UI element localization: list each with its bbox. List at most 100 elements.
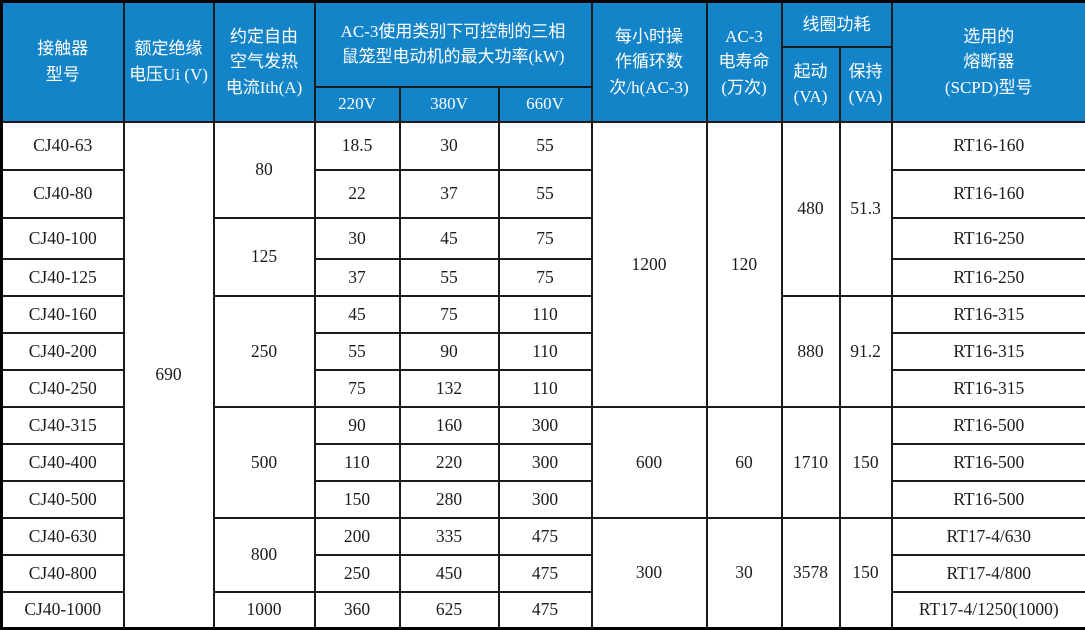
power-220-cell: 150 — [315, 481, 400, 518]
header-fuse-model: 选用的 熔断器 (SCPD)型号 — [892, 2, 1085, 122]
model-cell: CJ40-315 — [2, 407, 124, 444]
model-cell: CJ40-125 — [2, 259, 124, 296]
header-220v: 220V — [315, 87, 400, 122]
power-380-cell: 160 — [400, 407, 499, 444]
power-660-cell: 475 — [499, 555, 592, 592]
power-660-cell: 475 — [499, 592, 592, 629]
voltage-span-cell: 690 — [124, 122, 214, 629]
power-380-cell: 30 — [400, 122, 499, 170]
model-cell: CJ40-250 — [2, 370, 124, 407]
coil-start-span-cell: 3578 — [782, 518, 840, 629]
header-cycles-per-hour: 每小时操 作循环数 次/h(AC-3) — [592, 2, 707, 122]
header-660v: 660V — [499, 87, 592, 122]
power-660-cell: 300 — [499, 407, 592, 444]
fuse-cell: RT16-160 — [892, 170, 1085, 218]
power-660-cell: 110 — [499, 370, 592, 407]
power-220-cell: 18.5 — [315, 122, 400, 170]
table-row: CJ40-63 690 80 18.5 30 55 1200 120 480 5… — [2, 122, 1085, 170]
life-span-cell: 120 — [707, 122, 782, 407]
model-cell: CJ40-800 — [2, 555, 124, 592]
power-660-cell: 300 — [499, 444, 592, 481]
power-220-cell: 75 — [315, 370, 400, 407]
fuse-cell: RT16-315 — [892, 333, 1085, 370]
fuse-cell: RT16-500 — [892, 407, 1085, 444]
power-660-cell: 110 — [499, 296, 592, 333]
power-220-cell: 90 — [315, 407, 400, 444]
coil-start-span-cell: 1710 — [782, 407, 840, 518]
power-220-cell: 30 — [315, 218, 400, 259]
power-660-cell: 475 — [499, 518, 592, 555]
power-220-cell: 110 — [315, 444, 400, 481]
model-cell: CJ40-160 — [2, 296, 124, 333]
power-220-cell: 250 — [315, 555, 400, 592]
cycles-span-cell: 300 — [592, 518, 707, 629]
header-coil-start-va: 起动 (VA) — [782, 47, 840, 122]
model-cell: CJ40-400 — [2, 444, 124, 481]
power-380-cell: 55 — [400, 259, 499, 296]
ith-span-cell: 500 — [214, 407, 315, 518]
fuse-cell: RT16-250 — [892, 259, 1085, 296]
fuse-cell: RT17-4/1250(1000) — [892, 592, 1085, 629]
fuse-cell: RT16-500 — [892, 481, 1085, 518]
header-electrical-life: AC-3 电寿命 (万次) — [707, 2, 782, 122]
model-cell: CJ40-63 — [2, 122, 124, 170]
header-contactor-model: 接触器 型号 — [2, 2, 124, 122]
power-660-cell: 110 — [499, 333, 592, 370]
power-220-cell: 37 — [315, 259, 400, 296]
power-660-cell: 75 — [499, 218, 592, 259]
header-max-motor-power: AC-3使用类别下可控制的三相 鼠笼型电动机的最大功率(kW) — [315, 2, 592, 87]
header-380v: 380V — [400, 87, 499, 122]
coil-start-span-cell: 880 — [782, 296, 840, 407]
fuse-cell: RT16-315 — [892, 296, 1085, 333]
model-cell: CJ40-200 — [2, 333, 124, 370]
coil-hold-span-cell: 150 — [840, 518, 892, 629]
ith-span-cell: 250 — [214, 296, 315, 407]
power-380-cell: 132 — [400, 370, 499, 407]
power-380-cell: 45 — [400, 218, 499, 259]
coil-hold-span-cell: 91.2 — [840, 296, 892, 407]
power-660-cell: 55 — [499, 122, 592, 170]
fuse-cell: RT16-250 — [892, 218, 1085, 259]
power-380-cell: 450 — [400, 555, 499, 592]
power-220-cell: 22 — [315, 170, 400, 218]
coil-start-span-cell: 480 — [782, 122, 840, 296]
coil-hold-span-cell: 51.3 — [840, 122, 892, 296]
header-coil-hold-va: 保持 (VA) — [840, 47, 892, 122]
life-span-cell: 30 — [707, 518, 782, 629]
power-660-cell: 75 — [499, 259, 592, 296]
fuse-cell: RT16-160 — [892, 122, 1085, 170]
model-cell: CJ40-500 — [2, 481, 124, 518]
power-220-cell: 45 — [315, 296, 400, 333]
power-380-cell: 37 — [400, 170, 499, 218]
model-cell: CJ40-100 — [2, 218, 124, 259]
power-380-cell: 335 — [400, 518, 499, 555]
header-coil-consumption: 线圈功耗 — [782, 2, 892, 47]
header-thermal-current: 约定自由 空气发热 电流Ith(A) — [214, 2, 315, 122]
life-span-cell: 60 — [707, 407, 782, 518]
ith-span-cell: 1000 — [214, 592, 315, 629]
cycles-span-cell: 1200 — [592, 122, 707, 407]
cycles-span-cell: 600 — [592, 407, 707, 518]
power-380-cell: 90 — [400, 333, 499, 370]
table-header: 接触器 型号 额定绝缘 电压Ui (V) 约定自由 空气发热 电流Ith(A) … — [2, 2, 1085, 122]
table-body: CJ40-63 690 80 18.5 30 55 1200 120 480 5… — [2, 122, 1085, 629]
power-380-cell: 75 — [400, 296, 499, 333]
power-380-cell: 625 — [400, 592, 499, 629]
fuse-cell: RT16-315 — [892, 370, 1085, 407]
power-380-cell: 220 — [400, 444, 499, 481]
ith-span-cell: 125 — [214, 218, 315, 296]
fuse-cell: RT17-4/630 — [892, 518, 1085, 555]
power-220-cell: 360 — [315, 592, 400, 629]
model-cell: CJ40-630 — [2, 518, 124, 555]
model-cell: CJ40-1000 — [2, 592, 124, 629]
power-380-cell: 280 — [400, 481, 499, 518]
power-660-cell: 300 — [499, 481, 592, 518]
power-220-cell: 200 — [315, 518, 400, 555]
power-660-cell: 55 — [499, 170, 592, 218]
power-220-cell: 55 — [315, 333, 400, 370]
ith-span-cell: 80 — [214, 122, 315, 218]
fuse-cell: RT16-500 — [892, 444, 1085, 481]
header-rated-insulation-voltage: 额定绝缘 电压Ui (V) — [124, 2, 214, 122]
